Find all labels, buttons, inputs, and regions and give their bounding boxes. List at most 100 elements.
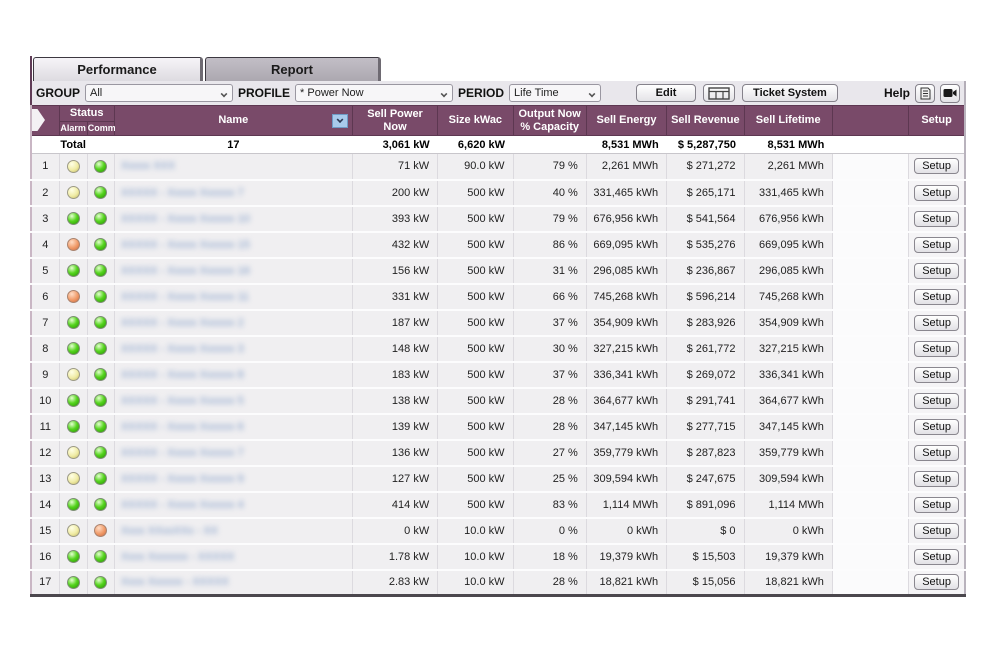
- setup-button[interactable]: Setup: [914, 262, 959, 279]
- site-name-link[interactable]: XXXXX - Xxxxx Xxxxxx 9: [114, 465, 353, 493]
- header-name[interactable]: Name: [113, 105, 353, 136]
- header-sell-revenue[interactable]: Sell Revenue: [666, 105, 745, 136]
- alarm-status-cell: [59, 335, 88, 363]
- sell-lifetime-value: 331,465 kWh: [744, 179, 833, 207]
- size-kwac-value: 90.0 kW: [437, 153, 514, 181]
- setup-button[interactable]: Setup: [914, 548, 959, 565]
- size-kwac-value: 500 kW: [437, 179, 514, 207]
- site-name-link[interactable]: Xxxx XXxxXXx - XX: [114, 517, 353, 545]
- site-name-link[interactable]: XXXXX - Xxxxx Xxxxxx 5: [114, 387, 353, 415]
- alarm-status-cell: [59, 439, 88, 467]
- setup-button[interactable]: Setup: [914, 184, 959, 201]
- alarm-status-light: [66, 342, 80, 355]
- monitoring-window: Performance Report GROUP All PROFILE * P…: [30, 56, 966, 597]
- sell-lifetime-value: 347,145 kWh: [744, 413, 833, 441]
- setup-button[interactable]: Setup: [914, 392, 959, 409]
- setup-button[interactable]: Setup: [914, 522, 959, 539]
- sell-lifetime-value: 676,956 kWh: [744, 205, 833, 233]
- header-sell-energy[interactable]: Sell Energy: [585, 105, 668, 136]
- site-name-link[interactable]: Xxxxx XXX: [114, 153, 353, 181]
- site-name-link[interactable]: XXXXX - Xxxxx Xxxxxx 8: [114, 361, 353, 389]
- sell-energy-value: 336,341 kWh: [586, 361, 668, 389]
- header-comm[interactable]: Comm.: [86, 121, 118, 136]
- output-capacity-value: 86 %: [513, 231, 587, 259]
- comm-status-cell: [87, 257, 115, 285]
- setup-button[interactable]: Setup: [914, 496, 959, 513]
- table-row: 1 Xxxxx XXX 71 kW 90.0 kW 79 % 2,261 MWh $ 271…: [31, 153, 966, 181]
- site-name-link[interactable]: XXXXX - Xxxxx Xxxxxx 11: [114, 283, 353, 311]
- site-name-link[interactable]: XXXXX - Xxxxx Xxxxxx 16: [114, 257, 353, 285]
- help-video-button[interactable]: [940, 83, 960, 103]
- period-select[interactable]: Life Time: [509, 84, 602, 102]
- sell-power-now-value: 187 kW: [352, 309, 439, 337]
- site-name-link[interactable]: XXXXX - Xxxxx Xxxxxx 10: [114, 205, 353, 233]
- sell-lifetime-value: 359,779 kWh: [744, 439, 833, 467]
- sell-lifetime-value: 354,909 kWh: [744, 309, 833, 337]
- size-kwac-value: 500 kW: [437, 439, 514, 467]
- output-capacity-value: 28 %: [513, 569, 587, 597]
- help-document-button[interactable]: [915, 83, 935, 103]
- setup-button[interactable]: Setup: [914, 470, 959, 487]
- empty-cell: [832, 283, 910, 311]
- site-name-link[interactable]: XXXXX - Xxxxx Xxxxxx 4: [114, 491, 353, 519]
- site-name-link[interactable]: XXXXX - Xxxxx Xxxxxx 7: [114, 179, 353, 207]
- sell-energy-value: 296,085 kWh: [586, 257, 668, 285]
- blurred-site-name: XXXXX - Xxxxx Xxxxxx 7: [120, 446, 244, 459]
- alarm-status-light: [66, 394, 80, 407]
- tab-report[interactable]: Report: [205, 57, 381, 81]
- sell-lifetime-value: 2,261 MWh: [744, 153, 833, 181]
- output-capacity-value: 0 %: [513, 517, 587, 545]
- setup-button[interactable]: Setup: [914, 210, 959, 227]
- comm-status-light: [94, 290, 108, 303]
- sell-revenue-value: $ 261,772: [666, 335, 745, 363]
- row-number: 14: [31, 491, 60, 519]
- sell-energy-value: 19,379 kWh: [586, 543, 668, 571]
- chevron-down-icon: [336, 115, 344, 123]
- setup-button[interactable]: Setup: [914, 158, 959, 175]
- site-name-link[interactable]: XXXXX - Xxxxx Xxxxxx 6: [114, 413, 353, 441]
- setup-button[interactable]: Setup: [914, 366, 959, 383]
- total-sell-lifetime: 8,531 MWh: [744, 135, 833, 154]
- header-sell-lifetime[interactable]: Sell Lifetime: [743, 105, 833, 136]
- tab-performance[interactable]: Performance: [33, 57, 203, 81]
- size-kwac-value: 500 kW: [437, 257, 514, 285]
- header-output-capacity[interactable]: Output Now % Capacity: [512, 105, 587, 136]
- row-number: 3: [31, 205, 60, 233]
- size-kwac-value: 500 kW: [437, 335, 514, 363]
- setup-button[interactable]: Setup: [914, 340, 959, 357]
- site-name-link[interactable]: XXXXX - Xxxxx Xxxxxx 2: [114, 309, 353, 337]
- collapse-arrow-cell[interactable]: [30, 105, 60, 136]
- output-capacity-value: 66 %: [513, 283, 587, 311]
- group-select[interactable]: All: [85, 84, 234, 102]
- site-name-link[interactable]: Xxxx Xxxxxxx - XXXXX: [114, 543, 353, 571]
- alarm-status-light: [66, 368, 80, 381]
- setup-button[interactable]: Setup: [914, 444, 959, 461]
- header-alarm[interactable]: Alarm: [58, 121, 88, 136]
- header-sell-power[interactable]: Sell Power Now: [351, 105, 439, 136]
- site-name-link[interactable]: XXXXX - Xxxxx Xxxxxx 3: [114, 335, 353, 363]
- edit-button[interactable]: Edit: [636, 84, 697, 102]
- site-name-link[interactable]: XXXXX - Xxxxx Xxxxxx 7: [114, 439, 353, 467]
- setup-button[interactable]: Setup: [914, 574, 959, 591]
- alarm-status-light: [66, 550, 80, 563]
- empty-cell: [832, 257, 910, 285]
- comm-status-cell: [87, 569, 115, 597]
- alarm-status-light: [66, 186, 80, 199]
- setup-button[interactable]: Setup: [914, 418, 959, 435]
- setup-cell: Setup: [908, 569, 966, 597]
- setup-button[interactable]: Setup: [914, 314, 959, 331]
- comm-status-light: [94, 575, 108, 589]
- ticket-system-button[interactable]: Ticket System: [742, 84, 838, 102]
- name-sort-dropdown[interactable]: [331, 113, 348, 128]
- empty-cell: [832, 231, 910, 259]
- site-name-link[interactable]: XXXXX - Xxxxx Xxxxxx 15: [114, 231, 353, 259]
- profile-select[interactable]: * Power Now: [295, 84, 454, 102]
- setup-button[interactable]: Setup: [914, 288, 959, 305]
- setup-cell: Setup: [908, 179, 966, 207]
- site-name-link[interactable]: Xxxx Xxxxxx - XXXXX: [114, 569, 353, 597]
- sell-energy-value: 1,114 MWh: [586, 491, 668, 519]
- sell-energy-value: 745,268 kWh: [586, 283, 668, 311]
- setup-button[interactable]: Setup: [914, 236, 959, 253]
- header-size-kwac[interactable]: Size kWac: [437, 105, 514, 136]
- table-view-button[interactable]: [703, 84, 736, 102]
